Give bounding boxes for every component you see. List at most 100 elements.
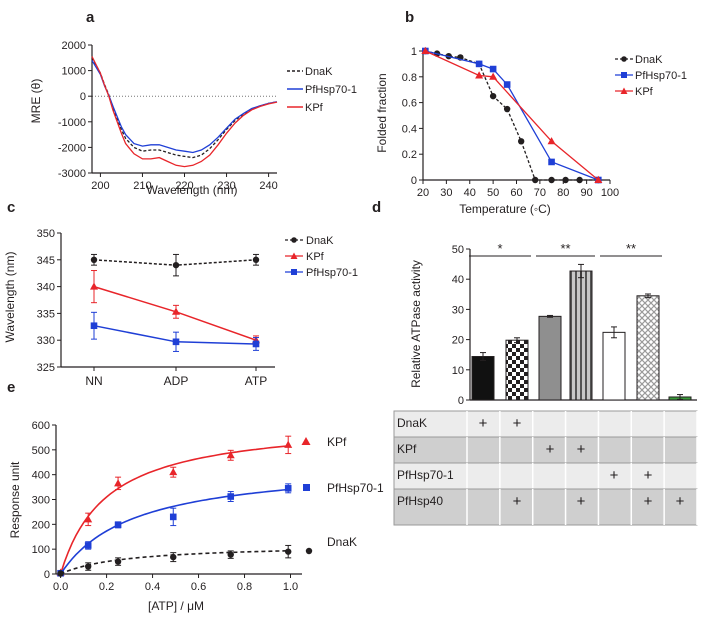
panel-a-cd-spectra: MRE (θ) Wavelength (nm) 2000 1000 0 -1000 -2… bbox=[29, 40, 357, 197]
panel-c-fluorescence: Wavelength (nm) 325 330 335 340 345 350 NN ADP A… bbox=[3, 228, 358, 388]
table-cell-mark: + bbox=[513, 415, 522, 432]
data-point-dnak bbox=[548, 176, 555, 184]
table-cell-mark: + bbox=[610, 467, 619, 484]
panel-a-y-tick-label: 0 bbox=[80, 91, 86, 103]
panel-e-y-tick-label: 400 bbox=[32, 470, 50, 482]
data-point-dnak bbox=[285, 548, 292, 555]
legend-marker-kpf bbox=[620, 87, 628, 94]
data-point-dnak bbox=[227, 551, 234, 558]
panel-d-y-tick-label: 30 bbox=[452, 304, 464, 316]
panel-c-y-label: Wavelength (nm) bbox=[3, 252, 17, 343]
data-point-pfhsp70-1 bbox=[169, 513, 177, 521]
error-bar-1 bbox=[480, 352, 486, 361]
series-line-dnak bbox=[91, 57, 278, 159]
legend-label-dnak: DnaK bbox=[327, 535, 357, 549]
significance-label: * bbox=[497, 241, 502, 256]
panel-b-y-tick-label: 1 bbox=[411, 46, 417, 58]
panel-a-x-tick-label: 230 bbox=[217, 180, 235, 192]
panel-d-y-tick-label: 40 bbox=[452, 274, 464, 286]
panel-c-x-tick-label: NN bbox=[85, 374, 102, 388]
panel-c-y-tick-label: 330 bbox=[37, 335, 55, 347]
table-cell-mark: + bbox=[546, 441, 555, 458]
data-point-pfhsp70-1 bbox=[252, 340, 260, 348]
table-row-pfhsp40: PfHsp40 + + + + bbox=[393, 488, 698, 526]
data-point-dnak bbox=[576, 176, 583, 184]
panel-e-binding: Response unit [ATP] / μM 0 100 200 300 400 50… bbox=[8, 420, 384, 613]
data-point-dnak bbox=[170, 553, 177, 561]
table-row-label: PfHsp70-1 bbox=[397, 468, 454, 482]
panel-b-y-tick-label: 0.2 bbox=[402, 149, 417, 161]
panel-d-y-tick-label: 20 bbox=[452, 335, 464, 347]
panel-b-x-label: Temperature (◦C) bbox=[459, 202, 551, 216]
table-row-kpf: KPf + + bbox=[393, 436, 698, 464]
table-row-label: DnaK bbox=[397, 416, 427, 430]
panel-a-y-tick-label: -3000 bbox=[58, 168, 86, 180]
panel-c-legend: DnaK KPf PfHsp70-1 bbox=[285, 235, 358, 279]
legend-label-dnak: DnaK bbox=[306, 235, 334, 247]
significance-label: ** bbox=[626, 241, 636, 256]
panel-e-x-label: [ATP] / μM bbox=[148, 599, 204, 613]
data-point-kpf bbox=[421, 46, 430, 54]
panel-b-y-tick-label: 0.8 bbox=[402, 72, 417, 84]
panel-c-y-tick-label: 345 bbox=[37, 255, 55, 267]
data-point-dnak bbox=[489, 92, 497, 100]
panel-a-y-tick-label: -2000 bbox=[58, 142, 86, 154]
panel-c-y-tick-label: 335 bbox=[37, 308, 55, 320]
panel-b-x-tick-label: 60 bbox=[510, 187, 522, 199]
panel-a-y-label: MRE (θ) bbox=[29, 79, 43, 124]
legend-label-kpf: KPf bbox=[305, 102, 324, 114]
panel-a-x-tick-label: 220 bbox=[175, 180, 193, 192]
bar-5 bbox=[602, 331, 626, 401]
legend-label-pfhsp70: PfHsp70-1 bbox=[327, 481, 384, 495]
panel-b-y-tick-label: 0.4 bbox=[402, 123, 417, 135]
error-bar-3 bbox=[547, 314, 553, 318]
data-point-pfhsp70-1 bbox=[114, 521, 122, 529]
data-point-kpf bbox=[169, 467, 178, 476]
data-point-kpf bbox=[489, 72, 498, 80]
data-point-dnak bbox=[90, 256, 98, 263]
panel-e-y-tick-label: 100 bbox=[32, 544, 50, 556]
legend-label-pfhsp70: PfHsp70-1 bbox=[306, 267, 358, 279]
data-point-kpf bbox=[114, 479, 123, 487]
legend-label-dnak: DnaK bbox=[305, 66, 333, 78]
data-point-pfhsp70-1 bbox=[227, 493, 235, 500]
legend-marker-pfhsp70 bbox=[621, 72, 627, 78]
data-point-dnak bbox=[84, 563, 92, 570]
panel-a-x-tick-label: 240 bbox=[259, 180, 277, 192]
legend-marker-dnak bbox=[291, 237, 297, 243]
panel-b-x-tick-label: 90 bbox=[581, 187, 593, 199]
series-line-pfhsp70-1 bbox=[425, 50, 599, 181]
panel-b-x-tick-label: 50 bbox=[487, 187, 499, 199]
table-cell-mark: + bbox=[676, 493, 685, 510]
panel-a-x-label: Wavelength (nm) bbox=[147, 183, 238, 197]
data-point-dnak bbox=[252, 256, 260, 263]
panel-d-y-tick-label: 0 bbox=[458, 395, 464, 407]
table-row-label: KPf bbox=[397, 442, 417, 456]
data-point-dnak bbox=[517, 138, 525, 145]
panel-e-y-tick-label: 300 bbox=[32, 495, 50, 507]
data-point-pfhsp70-1 bbox=[90, 322, 98, 330]
panel-d-significance: * ** ** bbox=[469, 241, 662, 257]
data-point-pfhsp70-1 bbox=[284, 485, 292, 492]
series-line-kpf bbox=[425, 50, 599, 181]
panel-b-y-tick-label: 0 bbox=[411, 175, 417, 187]
data-point-kpf bbox=[547, 137, 556, 145]
data-point-kpf bbox=[594, 175, 603, 183]
bar-3 bbox=[538, 315, 562, 401]
series-line-dnak bbox=[425, 50, 599, 181]
table-cell-mark: + bbox=[644, 467, 653, 484]
legend-marker-kpf bbox=[301, 437, 311, 445]
bar-1 bbox=[471, 356, 495, 401]
panel-e-x-tick-label: 0.0 bbox=[53, 581, 68, 593]
legend-marker-pfhsp70 bbox=[303, 484, 310, 491]
panel-e-y-tick-label: 0 bbox=[44, 569, 50, 581]
table-cell-mark: + bbox=[513, 493, 522, 510]
panel-e-letter: e bbox=[7, 379, 15, 396]
legend-label-kpf: KPf bbox=[635, 86, 654, 98]
legend-label-kpf: KPf bbox=[327, 435, 347, 449]
bar-2 bbox=[505, 339, 529, 401]
panel-a-x-tick-label: 200 bbox=[91, 180, 109, 192]
error-bar-2 bbox=[514, 337, 520, 344]
series-line-pfhsp70-1 bbox=[91, 60, 278, 154]
